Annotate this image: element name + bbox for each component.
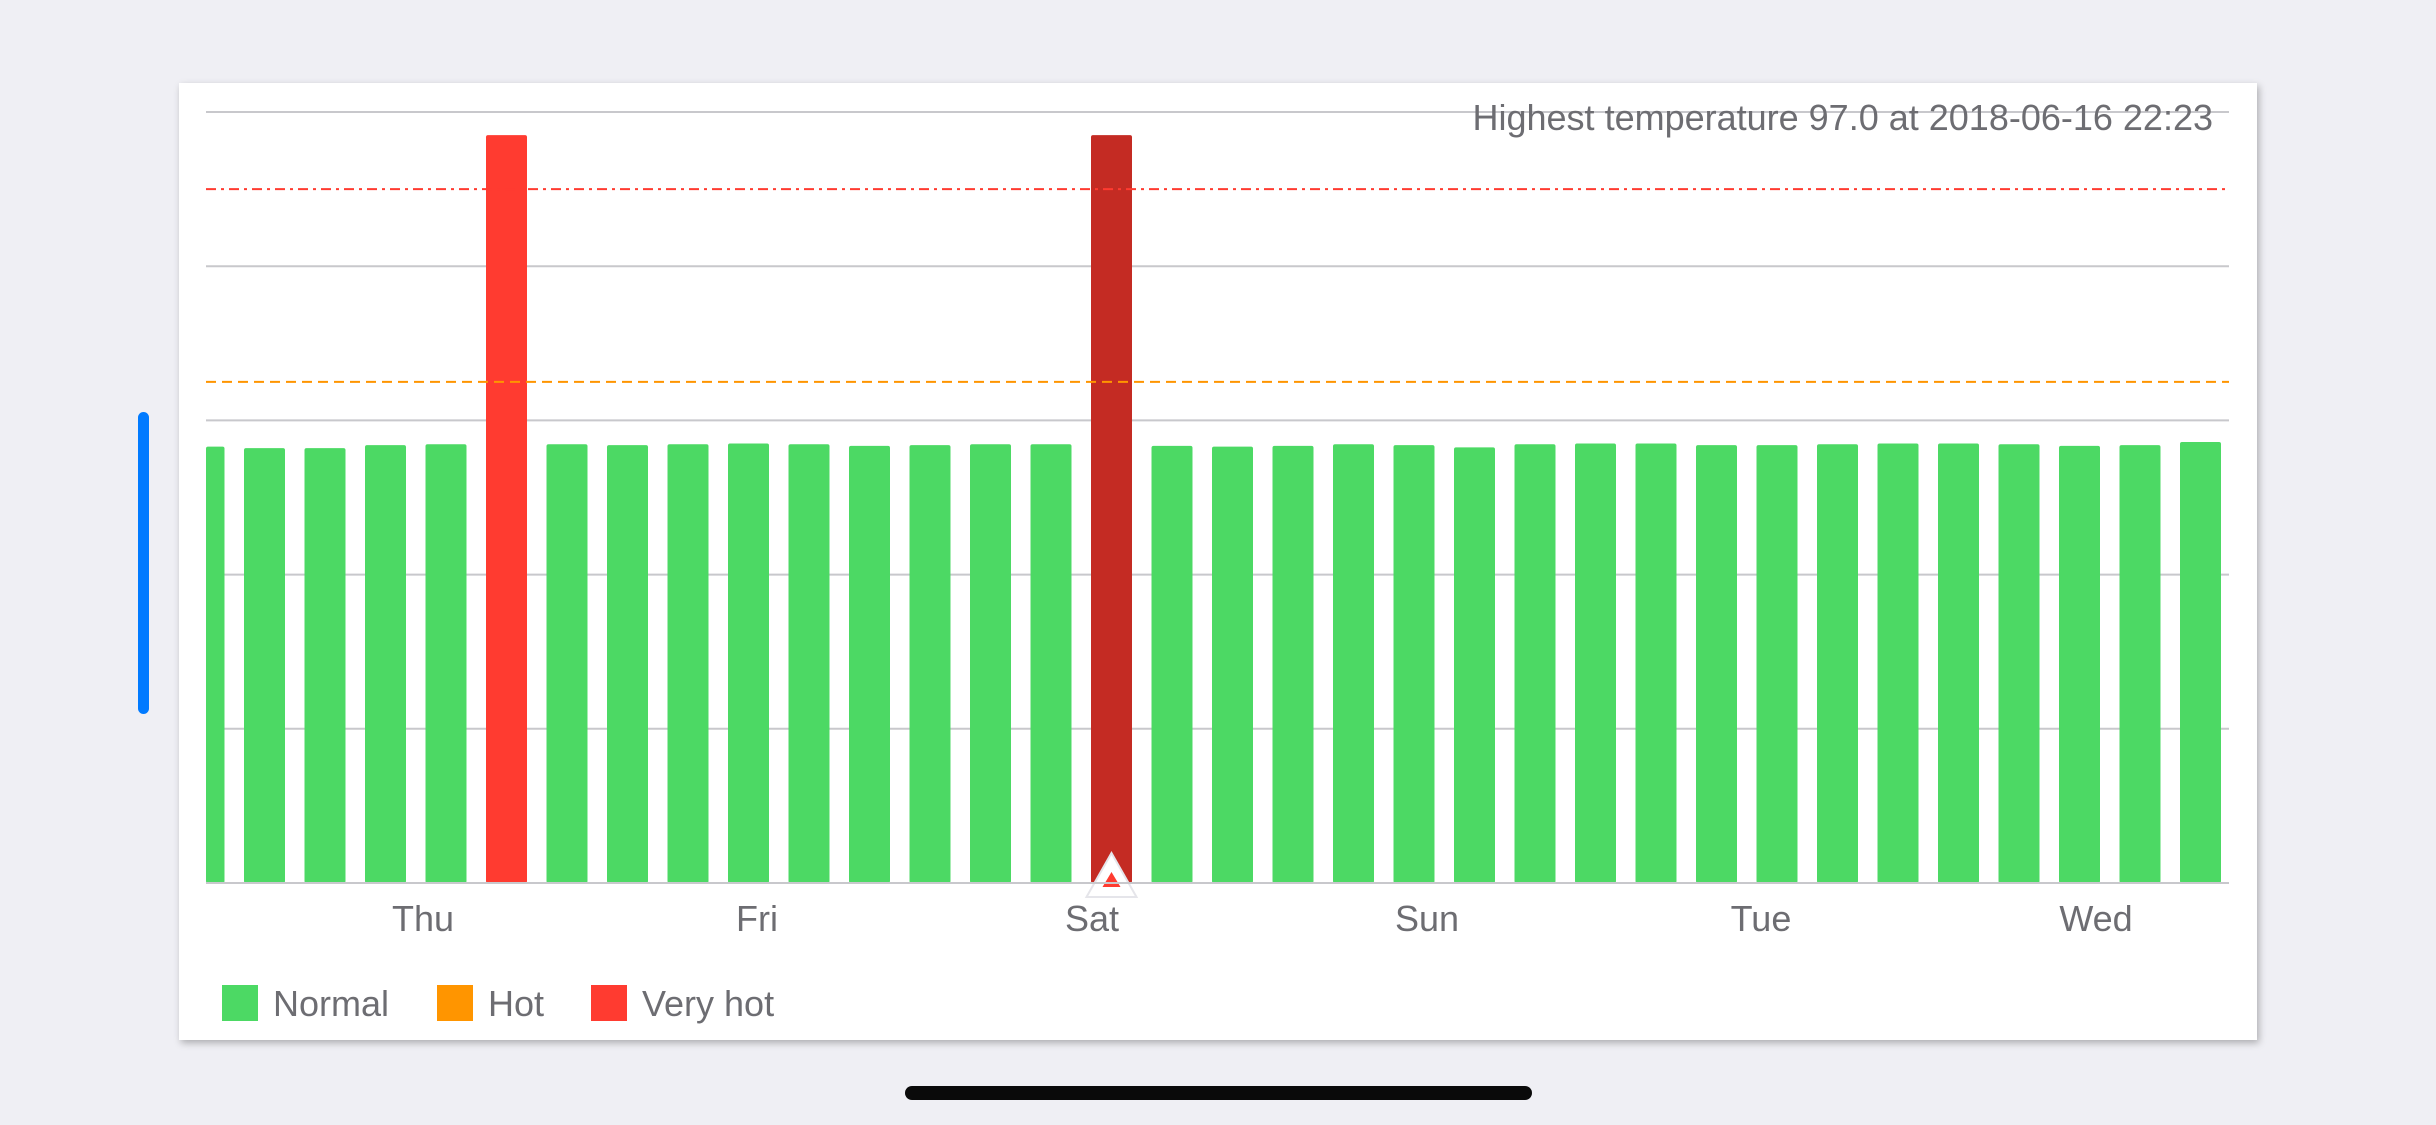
- legend-swatch: [437, 985, 473, 1021]
- temperature-chart-card: Thu Fri Sat Sun Tue Wed Normal Hot Very hot Hig…: [179, 83, 2257, 1040]
- bar: [244, 448, 285, 883]
- bar: [970, 444, 1011, 883]
- bar: [1030, 444, 1072, 883]
- bar: [1998, 444, 2040, 883]
- home-indicator[interactable]: [905, 1086, 1532, 1100]
- bar: [1091, 135, 1132, 883]
- bar: [1514, 444, 1556, 883]
- x-tick-label: Sat: [1065, 898, 1119, 939]
- temperature-bar-chart: Thu Fri Sat Sun Tue Wed Normal Hot Very hot Hig…: [206, 97, 2229, 1024]
- bar: [667, 444, 709, 883]
- legend-swatch: [591, 985, 627, 1021]
- bars-layer: [206, 135, 2221, 883]
- bar: [1212, 446, 1253, 883]
- chart-subtitle: Highest temperature 97.0 at 2018-06-16 2…: [1473, 97, 2214, 138]
- bar: [365, 445, 406, 883]
- threshold-layer: [206, 188, 2229, 383]
- bar: [1393, 445, 1435, 883]
- bar: [2119, 445, 2161, 883]
- legend-label: Hot: [488, 983, 544, 1024]
- legend-label: Normal: [273, 983, 389, 1024]
- bar: [304, 448, 346, 883]
- bar: [1817, 444, 1858, 883]
- x-tick-label: Fri: [736, 898, 778, 939]
- bar: [849, 445, 890, 883]
- axis-layer: Thu Fri Sat Sun Tue Wed: [206, 882, 2229, 939]
- bar: [788, 444, 830, 883]
- bar: [1333, 444, 1374, 883]
- bar: [1877, 443, 1919, 883]
- legend-layer: Normal Hot Very hot: [222, 983, 774, 1024]
- x-tick-label: Thu: [392, 898, 454, 939]
- bar: [2180, 441, 2221, 883]
- bar: [1635, 443, 1677, 883]
- bar: [206, 446, 225, 883]
- bar: [1696, 445, 1737, 883]
- bar: [486, 135, 527, 883]
- x-tick-label: Wed: [2059, 898, 2132, 939]
- bar: [607, 445, 648, 883]
- bar: [728, 443, 769, 883]
- bar: [909, 445, 951, 883]
- bar: [1272, 445, 1314, 883]
- x-tick-label: Tue: [1731, 898, 1792, 939]
- legend-label: Very hot: [642, 983, 774, 1024]
- bar: [1454, 447, 1495, 883]
- scroll-indicator[interactable]: [138, 412, 149, 714]
- bar: [1151, 445, 1193, 883]
- bar: [425, 444, 467, 883]
- bar: [1575, 443, 1616, 883]
- bar: [1938, 443, 1979, 883]
- bar: [546, 444, 588, 883]
- legend-swatch: [222, 985, 258, 1021]
- bar: [2059, 445, 2100, 883]
- bar: [1756, 445, 1798, 883]
- x-tick-label: Sun: [1395, 898, 1459, 939]
